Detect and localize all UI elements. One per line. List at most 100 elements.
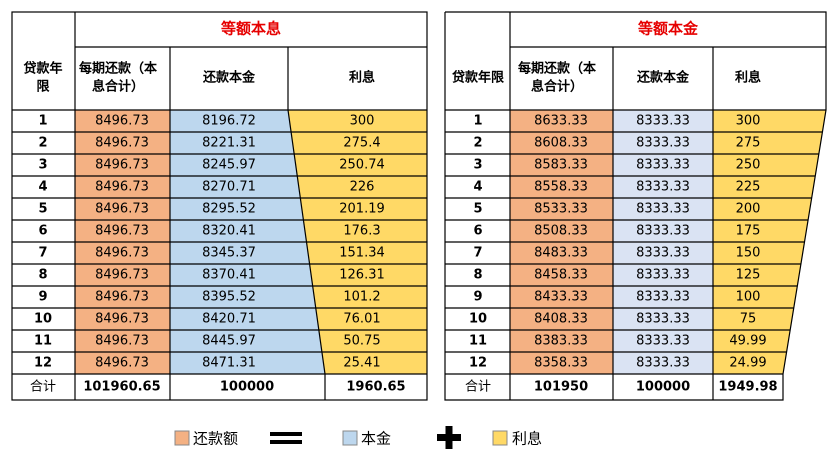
- year-cell: 3: [38, 158, 47, 173]
- value-cell: 8533.33: [534, 202, 588, 217]
- year-cell: 4: [473, 180, 482, 195]
- legend-swatch: [492, 430, 508, 446]
- value-cell: 8496.73: [95, 158, 149, 173]
- year-cell: 3: [473, 158, 482, 173]
- value-cell: 225: [736, 180, 761, 195]
- value-cell: 8496.73: [95, 136, 149, 151]
- year-cell: 1: [38, 114, 47, 129]
- value-cell: 8320.41: [202, 224, 256, 239]
- value-cell: 8333.33: [636, 356, 690, 371]
- total-cell: 101950: [534, 380, 588, 395]
- value-cell: 8471.31: [202, 356, 256, 371]
- value-cell: 8496.73: [95, 268, 149, 283]
- value-cell: 50.75: [343, 334, 380, 349]
- column-header: 还款本金: [636, 70, 690, 86]
- year-cell: 5: [473, 202, 482, 217]
- value-cell: 201.19: [339, 202, 385, 217]
- legend-swatch: [342, 430, 358, 446]
- year-cell: 12: [469, 356, 487, 371]
- legend-label: 利息: [512, 430, 542, 448]
- column-header: 贷款年: [23, 61, 62, 77]
- column-header: 利息: [349, 70, 375, 86]
- value-cell: 250.74: [339, 158, 385, 173]
- value-cell: 8221.31: [202, 136, 256, 151]
- year-cell: 8: [473, 268, 482, 283]
- column-header: 每期还款（本: [518, 61, 596, 77]
- year-cell: 2: [473, 136, 482, 151]
- column-header: 限: [36, 80, 50, 95]
- value-cell: 126.31: [339, 268, 385, 283]
- value-cell: 226: [350, 180, 375, 195]
- value-cell: 8333.33: [636, 290, 690, 305]
- value-cell: 300: [736, 114, 761, 129]
- value-cell: 8345.37: [202, 246, 256, 261]
- legend-label: 还款额: [193, 430, 238, 448]
- equals-sign: [270, 440, 302, 444]
- value-cell: 275: [736, 136, 761, 151]
- column-header: 利息: [735, 70, 761, 86]
- grid: [11, 11, 827, 401]
- value-cell: 8395.52: [202, 290, 256, 305]
- table-title: 等额本息: [221, 20, 281, 38]
- value-cell: 200: [736, 202, 761, 217]
- year-cell: 8: [38, 268, 47, 283]
- column-header: 息合计）: [531, 79, 583, 95]
- total-cell: 100000: [636, 380, 690, 395]
- value-cell: 125: [736, 268, 761, 283]
- value-cell: 8333.33: [636, 312, 690, 327]
- value-cell: 101.2: [343, 290, 380, 305]
- value-cell: 8633.33: [534, 114, 588, 129]
- value-cell: 8333.33: [636, 334, 690, 349]
- value-cell: 8483.33: [534, 246, 588, 261]
- table-title: 等额本金: [638, 20, 699, 38]
- year-cell: 4: [38, 180, 47, 195]
- value-cell: 8333.33: [636, 136, 690, 151]
- value-cell: 8508.33: [534, 224, 588, 239]
- value-cell: 8333.33: [636, 224, 690, 239]
- value-cell: 8445.97: [202, 334, 256, 349]
- value-cell: 8333.33: [636, 202, 690, 217]
- year-cell: 12: [34, 356, 52, 371]
- value-cell: 8196.72: [202, 114, 256, 129]
- year-cell: 6: [38, 224, 47, 239]
- year-cell: 7: [38, 246, 47, 261]
- value-cell: 24.99: [729, 356, 766, 371]
- value-cell: 8608.33: [534, 136, 588, 151]
- column-header: 每期还款（本: [79, 61, 157, 77]
- value-cell: 8333.33: [636, 268, 690, 283]
- year-cell: 7: [473, 246, 482, 261]
- total-cell: 1949.98: [718, 380, 777, 395]
- value-cell: 8496.73: [95, 334, 149, 349]
- column-header: 还款本金: [202, 70, 256, 86]
- value-cell: 8496.73: [95, 290, 149, 305]
- value-cell: 8583.33: [534, 158, 588, 173]
- value-cell: 8496.73: [95, 202, 149, 217]
- year-cell: 9: [38, 290, 47, 305]
- value-cell: 8383.33: [534, 334, 588, 349]
- value-cell: 300: [350, 114, 375, 129]
- value-cell: 8558.33: [534, 180, 588, 195]
- value-cell: 75: [740, 312, 757, 327]
- year-cell: 1: [473, 114, 482, 129]
- year-cell: 10: [34, 312, 52, 327]
- value-cell: 176.3: [343, 224, 380, 239]
- value-cell: 8358.33: [534, 356, 588, 371]
- value-cell: 8333.33: [636, 114, 690, 129]
- value-cell: 49.99: [729, 334, 766, 349]
- year-cell: 10: [469, 312, 487, 327]
- value-cell: 250: [736, 158, 761, 173]
- value-cell: 25.41: [343, 356, 380, 371]
- value-cell: 8496.73: [95, 246, 149, 261]
- total-cell: 100000: [220, 380, 274, 395]
- value-cell: 8458.33: [534, 268, 588, 283]
- value-cell: 175: [736, 224, 761, 239]
- total-cell: 合计: [465, 380, 491, 395]
- value-cell: 151.34: [339, 246, 385, 261]
- year-cell: 9: [473, 290, 482, 305]
- value-cell: 8496.73: [95, 180, 149, 195]
- year-cell: 11: [469, 334, 487, 349]
- plus-sign: [445, 426, 453, 449]
- total-cell: 合计: [30, 380, 56, 395]
- value-cell: 150: [736, 246, 761, 261]
